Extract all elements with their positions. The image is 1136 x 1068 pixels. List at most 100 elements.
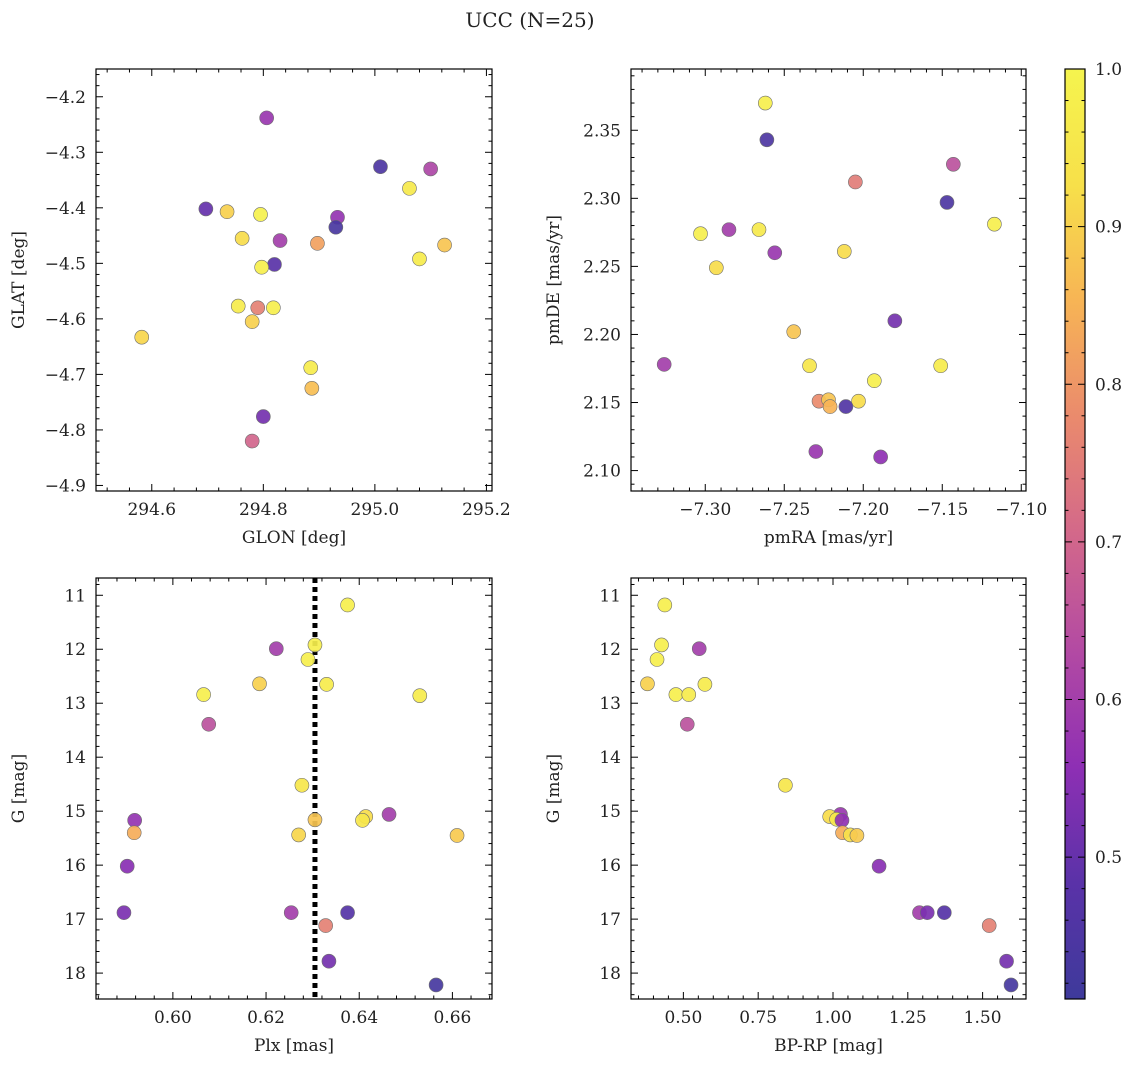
data-point — [126, 825, 142, 841]
data-point — [127, 813, 142, 828]
y-tick-label: 16 — [64, 856, 86, 876]
data-point — [802, 358, 817, 374]
y-tick-label: 18 — [64, 964, 86, 984]
data-point — [1003, 977, 1019, 993]
data-point — [412, 688, 428, 703]
x-tick-label: 1.50 — [964, 1008, 1002, 1028]
data-point — [937, 905, 952, 920]
y-tick-label: −4.6 — [45, 310, 86, 330]
data-point — [381, 807, 397, 822]
data-point — [300, 652, 316, 667]
figure-title: UCC (N=25) — [465, 8, 594, 32]
y-tick-label: 14 — [599, 748, 621, 768]
data-point — [294, 777, 310, 793]
data-point — [679, 716, 695, 732]
y-tick-label: −4.5 — [45, 254, 86, 274]
x-tick-label: 295.2 — [462, 500, 511, 520]
data-point — [778, 777, 793, 793]
data-point — [318, 918, 333, 933]
scatter-panel-3: 0.60 0.62 0.64 0.66 11 12 13 14 15 16 17 18 Plx [mas… — [9, 577, 493, 1056]
data-point — [987, 216, 1002, 232]
data-point — [196, 687, 211, 702]
y-tick-label: −4.9 — [45, 476, 86, 496]
scatter-points — [116, 578, 465, 999]
x-axis-label: GLON [deg] — [242, 528, 346, 548]
data-point — [851, 393, 866, 409]
plot-frame — [95, 577, 493, 1000]
data-point — [449, 828, 465, 843]
y-tick-label: 2.15 — [583, 394, 621, 414]
data-point — [657, 597, 673, 613]
y-tick-label: 2.35 — [583, 121, 621, 141]
x-tick-label: 294.8 — [239, 500, 288, 520]
y-tick-label: 14 — [64, 748, 86, 768]
data-point — [693, 226, 708, 242]
y-tick-label: 2.20 — [583, 325, 621, 345]
colorbar-tick-label: 0.6 — [1095, 691, 1122, 711]
data-point — [981, 918, 997, 933]
data-point — [849, 828, 865, 843]
data-point — [134, 329, 150, 345]
data-point — [649, 652, 665, 667]
x-axis-label: BP-RP [mag] — [774, 1036, 883, 1056]
y-axis-label: pmDE [mas/yr] — [544, 215, 564, 345]
y-tick-label: −4.3 — [45, 143, 86, 163]
y-tick-label: 15 — [599, 802, 621, 822]
y-tick-label: 17 — [599, 910, 621, 930]
plot-frame — [630, 577, 1027, 1000]
data-point — [412, 251, 427, 267]
data-point — [759, 132, 775, 148]
data-point — [321, 953, 337, 969]
scatter-panel-2: −7.30 −7.25 −7.20 −7.15 −7.10 2.10 2.15 2.20 2.2… — [544, 68, 1047, 548]
y-tick-label: 2.30 — [583, 189, 621, 209]
x-tick-label: 294.6 — [127, 500, 176, 520]
data-point — [867, 373, 882, 389]
plot-frame — [95, 68, 493, 492]
data-point — [919, 905, 935, 920]
y-tick-label: 13 — [64, 694, 86, 714]
colorbar-gradient — [1064, 68, 1086, 1000]
data-point — [198, 201, 214, 217]
data-point — [757, 95, 773, 111]
x-tick-label: 1.25 — [889, 1008, 927, 1028]
data-point — [304, 380, 320, 396]
y-tick-label: −4.4 — [45, 199, 86, 219]
data-point — [250, 300, 266, 316]
data-point — [268, 641, 284, 657]
data-point — [848, 174, 863, 190]
data-point — [681, 687, 697, 702]
data-point — [319, 677, 334, 692]
scatter-panel-4: 0.50 0.75 1.00 1.25 1.50 11 12 13 14 15 16 17 18 BP-R… — [544, 577, 1027, 1056]
data-point — [340, 905, 355, 920]
data-point — [691, 641, 707, 657]
data-point — [244, 314, 260, 329]
data-point — [328, 219, 344, 235]
x-tick-label: −7.10 — [995, 500, 1047, 520]
x-axis-label: pmRA [mas/yr] — [764, 528, 893, 548]
y-tick-label: 15 — [64, 802, 86, 822]
data-point — [244, 433, 260, 449]
y-tick-label: 11 — [64, 586, 86, 606]
data-point — [272, 233, 288, 248]
scatter-panel-1: 294.6 294.8 295.0 295.2 −4.9 −4.8 −4.7 −4.6 −4.5… — [9, 68, 511, 548]
y-tick-label: 2.25 — [583, 257, 621, 277]
scatter-points — [656, 95, 1002, 465]
data-point — [219, 204, 235, 220]
data-point — [267, 257, 282, 272]
colorbar: 0.5 0.6 0.7 0.8 0.9 1.0 — [1064, 60, 1122, 1000]
x-tick-label: −7.15 — [916, 500, 968, 520]
data-point — [119, 858, 135, 874]
data-point — [252, 676, 267, 692]
data-point — [303, 360, 319, 376]
data-point — [654, 637, 669, 653]
colorbar-tick-label: 0.9 — [1095, 218, 1122, 238]
data-point — [283, 905, 299, 920]
y-tick-label: −4.7 — [45, 365, 86, 385]
data-point — [355, 813, 370, 828]
colorbar-tick-label: 0.7 — [1095, 533, 1122, 553]
colorbar-tick-label: 1.0 — [1095, 60, 1122, 80]
colorbar-tick-label: 0.8 — [1095, 375, 1122, 395]
data-point — [873, 449, 888, 465]
x-axis-label: Plx [mas] — [254, 1036, 334, 1056]
data-point — [116, 905, 132, 920]
